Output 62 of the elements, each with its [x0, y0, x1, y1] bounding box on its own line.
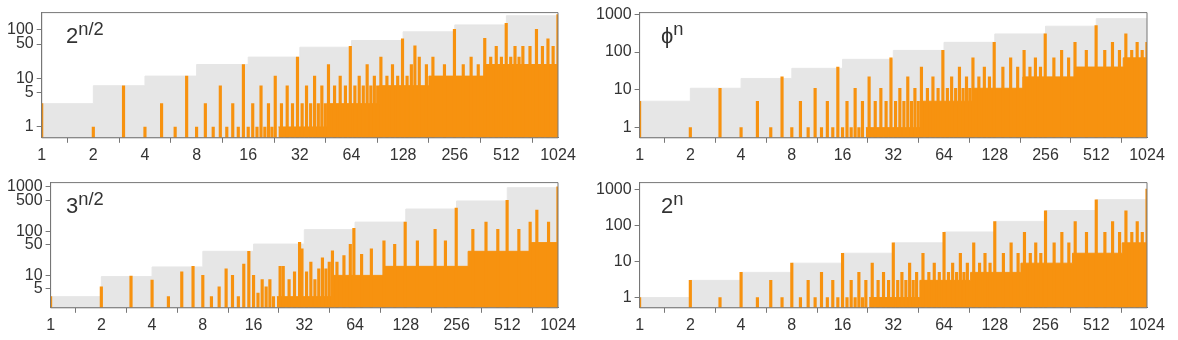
y-tick-label: 1 — [24, 117, 34, 135]
y-tick-label: 5 — [24, 83, 34, 101]
x-tick-label: 4 — [140, 145, 150, 163]
y-tick-label: 100 — [6, 19, 34, 37]
chart-title: 3$^{n/2}$ — [66, 188, 104, 220]
y-tick-label: 10 — [613, 251, 632, 269]
x-tick-label: 8 — [787, 145, 797, 163]
x-tick-label: 512 — [1082, 145, 1110, 163]
x-tick-label: 16 — [833, 315, 852, 333]
y-tick-label: 500 — [15, 190, 43, 208]
x-tick-label: 256 — [1032, 145, 1059, 163]
x-tick-label: 32 — [884, 315, 903, 333]
x-tick-label: 1024 — [540, 315, 576, 333]
x-tick-label: 4 — [736, 145, 746, 163]
x-tick-label: 1024 — [540, 145, 576, 163]
x-tick-label: 2 — [96, 315, 106, 333]
y-tick-label: 10 — [15, 68, 34, 86]
x-tick-label: 1 — [635, 315, 645, 333]
x-tick-label: 512 — [493, 315, 521, 333]
y-tick-label: 10 — [613, 80, 632, 98]
x-tick-label: 1024 — [1129, 145, 1165, 163]
x-tick-label: 1 — [46, 315, 56, 333]
y-tick-label: 1 — [622, 118, 632, 136]
x-tick-label: 32 — [884, 145, 903, 163]
x-tick-label: 256 — [1032, 315, 1059, 333]
x-tick-label: 1024 — [1129, 315, 1165, 333]
x-tick-label: 64 — [346, 315, 365, 333]
y-tick-label: 5 — [33, 279, 43, 297]
x-tick-label: 128 — [981, 145, 1009, 163]
x-tick-label: 1 — [635, 145, 645, 163]
x-tick-label: 4 — [147, 315, 157, 333]
x-tick-label: 128 — [981, 315, 1009, 333]
y-tick-label: 1 — [622, 287, 632, 305]
x-tick-label: 8 — [192, 145, 202, 163]
x-tick-label: 16 — [239, 145, 258, 163]
y-tick-label: 1000 — [596, 4, 632, 22]
x-tick-label: 64 — [935, 315, 954, 333]
x-tick-label: 512 — [1082, 315, 1110, 333]
x-tick-label: 32 — [290, 145, 309, 163]
x-tick-label: 128 — [389, 145, 417, 163]
x-tick-label: 256 — [441, 145, 469, 163]
x-tick-label: 16 — [833, 145, 852, 163]
y-tick-label: 50 — [15, 34, 34, 52]
x-tick-label: 2 — [685, 315, 695, 333]
x-tick-label: 8 — [787, 315, 797, 333]
chart-title: 2$^{n}$ — [661, 188, 684, 220]
x-tick-label: 128 — [392, 315, 420, 333]
y-tick-label: 1000 — [596, 179, 632, 197]
x-tick-label: 2 — [685, 145, 695, 163]
x-tick-label: 64 — [935, 145, 954, 163]
chart-title: ϕ$^{n}$ — [661, 18, 684, 50]
chart-title: 2$^{n/2}$ — [66, 18, 104, 50]
x-tick-label: 8 — [198, 315, 208, 333]
x-tick-label: 32 — [295, 315, 314, 333]
x-tick-label: 4 — [736, 315, 746, 333]
x-tick-label: 16 — [244, 315, 263, 333]
x-tick-label: 256 — [443, 315, 470, 333]
x-tick-label: 512 — [493, 145, 520, 163]
x-tick-label: 2 — [88, 145, 98, 163]
y-tick-label: 100 — [604, 215, 632, 233]
y-tick-label: 100 — [604, 42, 632, 60]
x-tick-label: 64 — [342, 145, 361, 163]
